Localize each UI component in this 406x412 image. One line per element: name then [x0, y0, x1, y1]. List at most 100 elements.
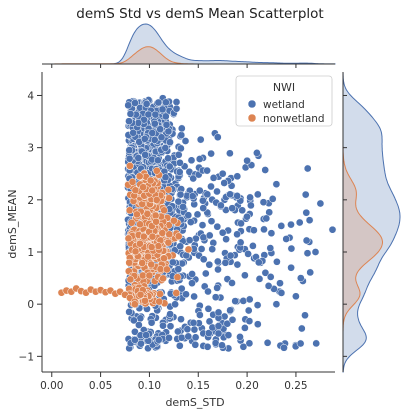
data-point-nonwetland	[164, 185, 173, 194]
data-point-wetland	[125, 308, 133, 316]
data-point-wetland	[184, 332, 193, 341]
data-point-wetland	[245, 295, 254, 304]
data-point-wetland	[253, 320, 262, 329]
data-point-wetland	[175, 168, 184, 176]
data-point-wetland	[241, 324, 249, 332]
data-point-wetland	[136, 314, 145, 323]
data-point-wetland	[266, 244, 275, 252]
data-point-wetland	[268, 195, 277, 203]
data-point-wetland	[175, 341, 184, 350]
data-point-wetland	[287, 220, 295, 229]
data-point-wetland	[239, 342, 248, 351]
data-point-wetland	[213, 222, 222, 231]
data-point-wetland	[169, 258, 177, 267]
data-point-wetland	[287, 263, 295, 272]
data-point-wetland	[203, 190, 212, 199]
data-point-wetland	[214, 308, 223, 317]
data-point-wetland	[316, 199, 325, 208]
data-point-nonwetland	[147, 243, 156, 251]
data-point-wetland	[177, 315, 185, 324]
data-point-wetland	[154, 335, 163, 344]
data-point-wetland	[221, 258, 230, 267]
data-point-wetland	[191, 333, 200, 342]
data-point-wetland	[158, 105, 167, 114]
data-point-wetland	[218, 228, 227, 237]
data-point-wetland	[164, 127, 173, 136]
data-point-nonwetland	[130, 300, 139, 309]
data-point-wetland	[233, 192, 242, 200]
data-point-nonwetland	[156, 265, 165, 273]
data-point-wetland	[176, 158, 184, 167]
data-point-wetland	[161, 173, 170, 182]
data-point-wetland	[209, 174, 218, 182]
data-point-nonwetland	[146, 176, 155, 185]
data-point-nonwetland	[125, 258, 134, 267]
data-point-wetland	[224, 331, 233, 339]
data-point-wetland	[162, 120, 171, 129]
data-point-wetland	[211, 293, 220, 302]
data-point-wetland	[260, 225, 268, 234]
data-point-nonwetland	[144, 252, 152, 261]
data-point-nonwetland	[156, 290, 164, 298]
y-axis-label: demS_MEAN	[6, 189, 19, 258]
data-point-wetland	[176, 242, 185, 251]
data-point-wetland	[203, 342, 212, 351]
data-point-wetland	[217, 201, 225, 210]
data-point-wetland	[209, 239, 218, 247]
data-point-wetland	[244, 306, 253, 315]
data-point-wetland	[214, 329, 223, 338]
data-point-wetland	[261, 166, 270, 174]
data-point-wetland	[131, 336, 139, 344]
data-point-wetland	[297, 324, 306, 333]
data-point-wetland	[129, 128, 138, 137]
x-axis-ticks: 0.00 0.05 0.10 0.15 0.20 0.25	[40, 64, 308, 392]
data-point-nonwetland	[126, 275, 135, 284]
data-point-wetland	[226, 190, 234, 199]
data-point-wetland	[214, 265, 222, 274]
data-point-wetland	[295, 218, 304, 227]
data-point-wetland	[237, 219, 245, 228]
data-point-wetland	[238, 206, 247, 215]
data-point-wetland	[245, 317, 254, 325]
data-point-wetland	[205, 231, 214, 240]
data-point-wetland	[125, 117, 133, 126]
data-point-nonwetland	[170, 216, 178, 225]
data-point-wetland	[236, 238, 245, 247]
data-point-wetland	[208, 245, 217, 254]
data-point-nonwetland	[159, 274, 167, 283]
data-point-wetland	[186, 218, 195, 226]
data-point-wetland	[176, 190, 185, 199]
data-point-wetland	[233, 172, 242, 181]
data-point-wetland	[218, 169, 227, 178]
data-point-wetland	[226, 149, 234, 158]
data-point-wetland	[245, 339, 254, 348]
data-point-wetland	[199, 255, 208, 264]
data-point-wetland	[135, 321, 143, 329]
data-point-wetland	[130, 316, 138, 325]
data-point-wetland	[166, 322, 175, 331]
chart-title: demS Std vs demS Mean Scatterplot	[76, 6, 323, 22]
data-point-wetland	[198, 221, 207, 229]
data-point-nonwetland	[172, 289, 181, 297]
data-point-wetland	[244, 250, 252, 258]
data-point-wetland	[262, 214, 271, 223]
data-point-nonwetland	[165, 194, 173, 202]
data-point-wetland	[161, 112, 170, 121]
data-point-wetland	[287, 244, 296, 253]
x-tick-label: 0.05	[89, 380, 112, 392]
data-point-wetland	[266, 273, 275, 281]
data-point-wetland	[188, 192, 197, 201]
data-point-wetland	[125, 146, 134, 155]
series-nonwetland	[57, 162, 193, 309]
data-point-wetland	[253, 149, 261, 157]
data-point-wetland	[195, 186, 204, 195]
data-point-nonwetland	[152, 196, 161, 204]
data-point-wetland	[172, 104, 181, 113]
data-point-wetland	[185, 236, 194, 245]
y-tick-label: 0	[27, 299, 34, 311]
data-point-wetland	[328, 225, 337, 234]
data-point-nonwetland	[145, 271, 154, 280]
data-point-wetland	[190, 325, 199, 334]
data-point-wetland	[207, 217, 216, 226]
